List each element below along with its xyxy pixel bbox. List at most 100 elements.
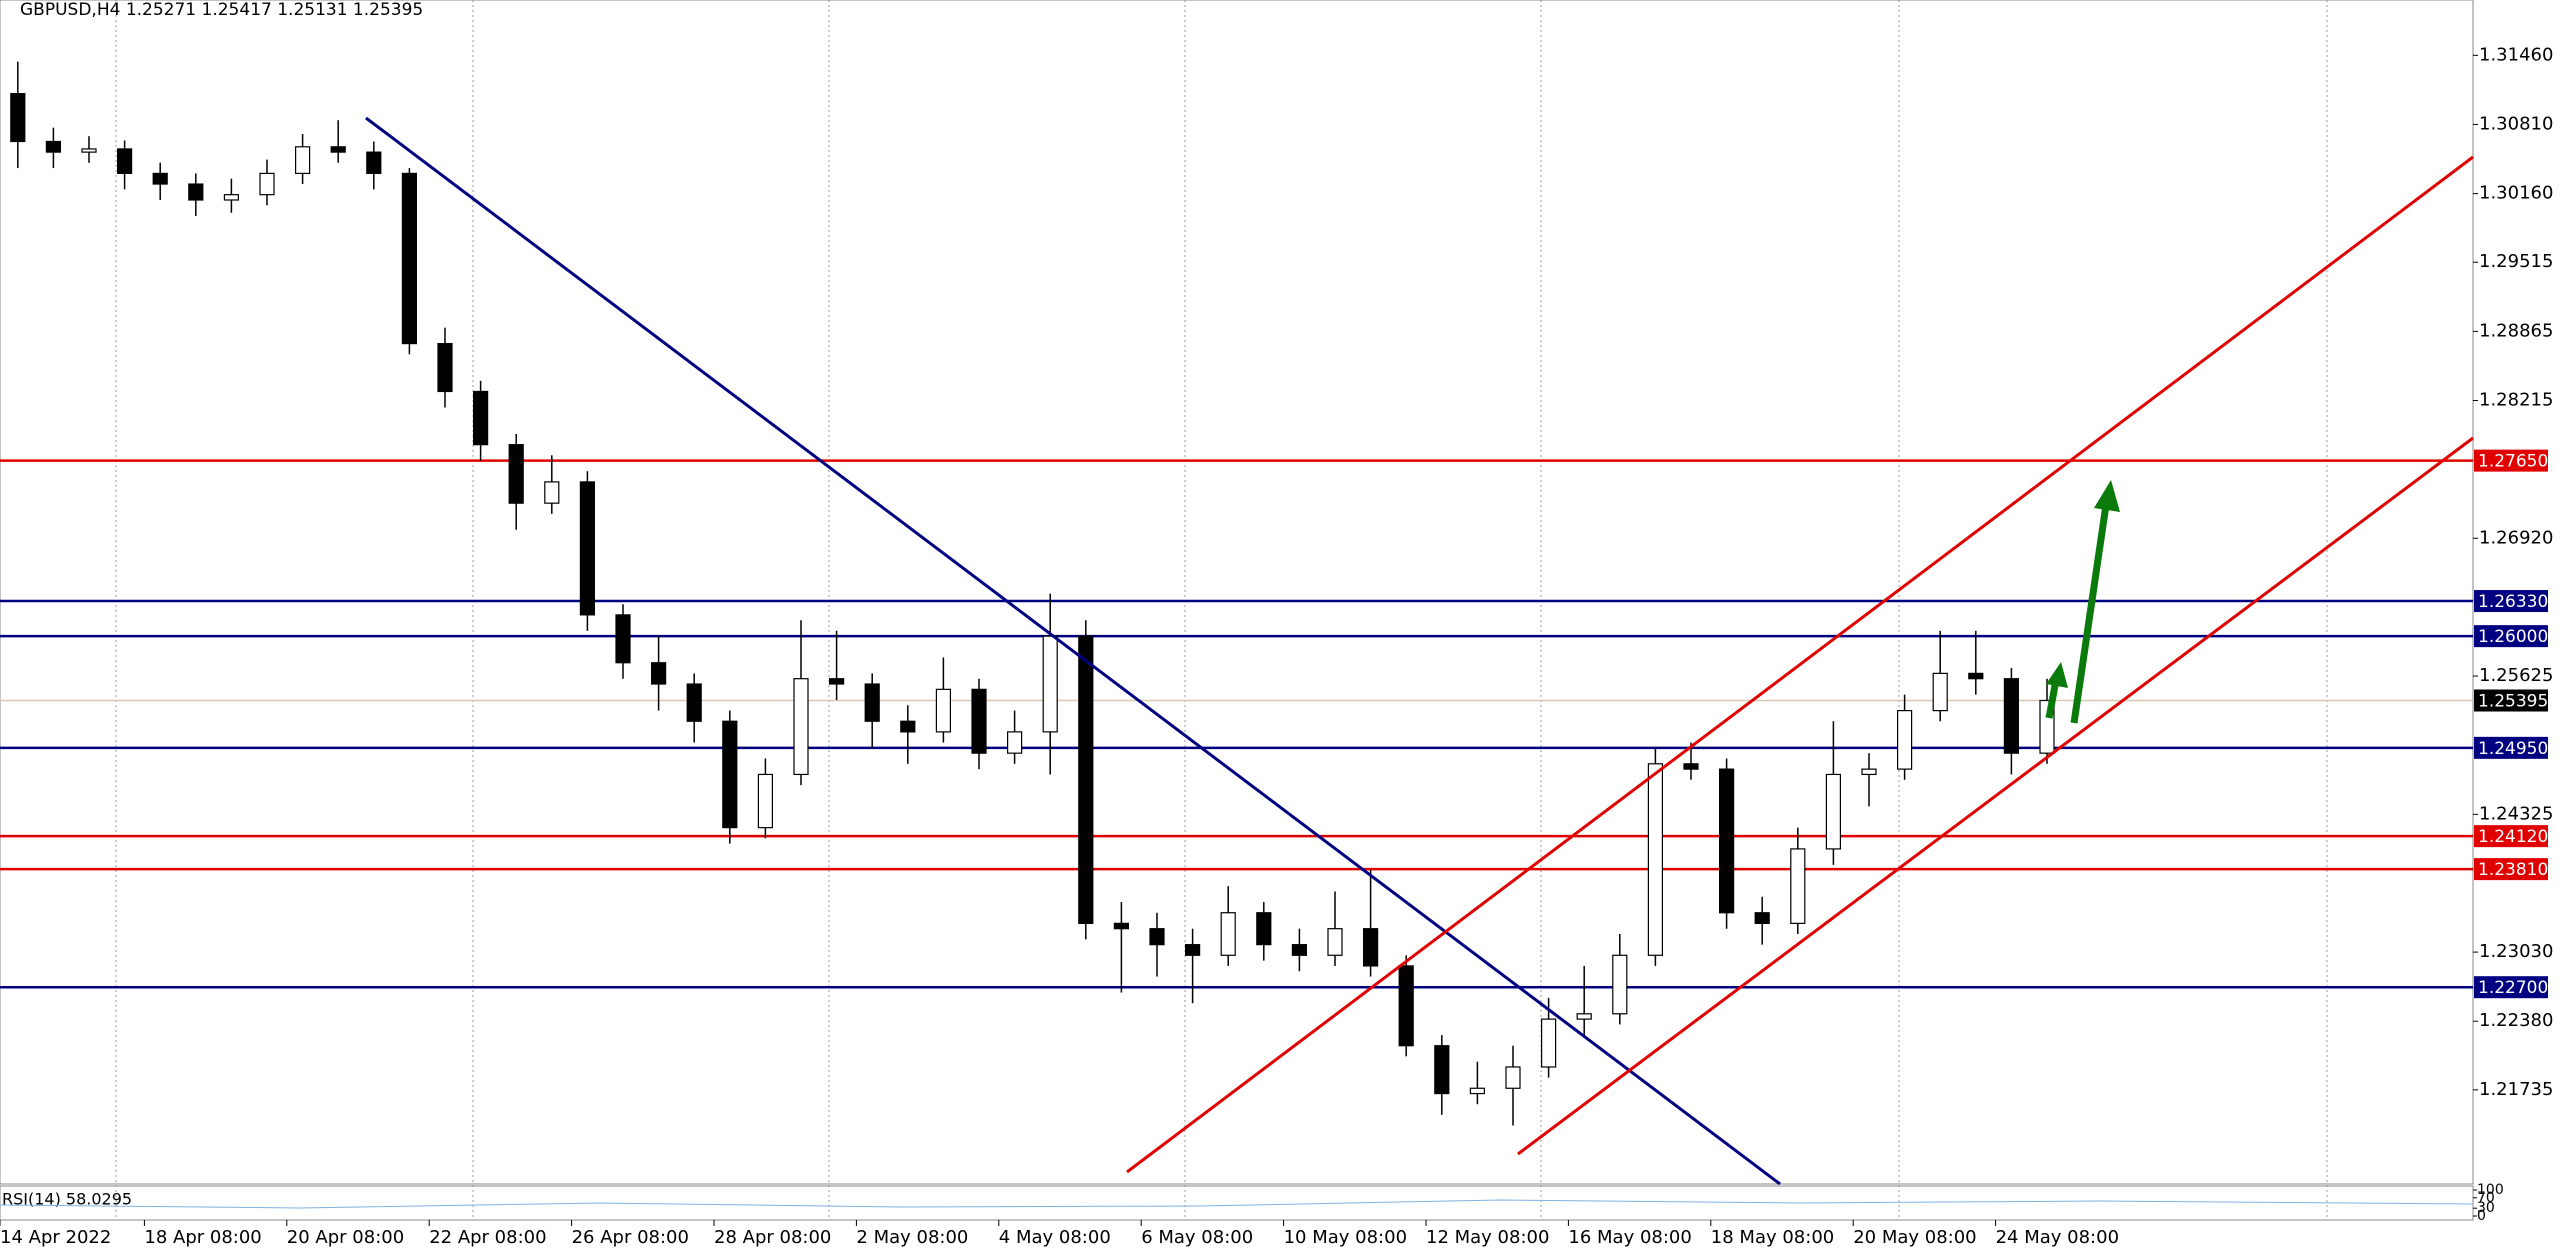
level-label: 1.25395: [2478, 692, 2548, 712]
candle-body: [259, 172, 275, 196]
x-tick-label: 22 Apr 08:00: [429, 1227, 546, 1248]
candle-body: [223, 194, 239, 201]
x-tick-label: 24 May 08:00: [1996, 1227, 2119, 1248]
y-tick-label: 1.28215: [2479, 390, 2553, 411]
candle-body: [152, 172, 168, 185]
trend-line: [365, 116, 1781, 1186]
candle-body: [1790, 848, 1806, 924]
candle-body: [1149, 928, 1165, 946]
candle-body: [1612, 954, 1628, 1015]
candle-body: [1042, 635, 1058, 733]
y-tick-label: 1.31460: [2479, 44, 2553, 65]
candle-body: [330, 146, 346, 153]
arrow-shaft: [2045, 679, 2060, 719]
y-tick-label: 1.24325: [2479, 803, 2553, 824]
candle-body: [1362, 928, 1379, 967]
x-tick-label: 10 May 08:00: [1284, 1227, 1407, 1248]
x-tick-label: 4 May 08:00: [999, 1227, 1111, 1248]
y-tick-label: 1.25625: [2479, 665, 2553, 686]
level-label: 1.26000: [2478, 627, 2548, 647]
rsi-tick-label: 100: [2477, 1182, 2504, 1198]
x-tick-label: 6 May 08:00: [1141, 1227, 1253, 1248]
candle-body: [188, 183, 204, 201]
candle-body: [1078, 635, 1094, 924]
level-label: 1.26330: [2478, 592, 2548, 612]
candle-body: [1861, 768, 1877, 776]
x-tick-label: 20 May 08:00: [1853, 1227, 1976, 1248]
level-label: 1.24120: [2478, 827, 2548, 847]
level-label: 1.24950: [2478, 739, 2548, 759]
level-label-box: [2474, 689, 2548, 712]
x-tick-label: 20 Apr 08:00: [287, 1227, 404, 1248]
arrow-head: [2094, 480, 2120, 512]
x-tick-label: 18 May 08:00: [1711, 1227, 1834, 1248]
candle-body: [864, 683, 880, 722]
x-tick-label: 16 May 08:00: [1568, 1227, 1691, 1248]
level-label-box: [2474, 449, 2548, 472]
rsi-frame: [0, 1185, 2474, 1221]
channel-line: [1517, 436, 2474, 1156]
candle-body: [1576, 1013, 1592, 1020]
level-label-box: [2474, 625, 2548, 648]
candle-body: [508, 444, 524, 504]
candle-body: [722, 720, 738, 829]
candle-body: [437, 343, 453, 393]
x-tick-label: 2 May 08:00: [856, 1227, 968, 1248]
candle-body: [1896, 710, 1913, 770]
candle-body: [1968, 672, 1984, 680]
plot-frame: [0, 0, 2474, 1185]
level-label-box: [2474, 736, 2548, 759]
candle-body: [793, 678, 809, 776]
arrow-shaft: [2070, 504, 2110, 724]
candle-body: [935, 688, 952, 733]
candle-body: [828, 678, 845, 685]
candle-body: [686, 683, 702, 722]
y-tick-label: 1.30160: [2479, 183, 2553, 204]
candle-body: [1256, 912, 1272, 946]
candle-body: [1718, 768, 1735, 914]
candle-body: [579, 481, 596, 616]
candle-body: [1113, 922, 1130, 930]
channel-line: [1126, 155, 2474, 1174]
candle-body: [971, 688, 987, 754]
y-tick-label: 1.26920: [2479, 527, 2553, 548]
x-tick-label: 14 Apr 2022: [0, 1227, 111, 1248]
candle-body: [1540, 1018, 1557, 1068]
candle-body: [2003, 678, 2020, 754]
rsi-label: RSI(14) 58.0295: [2, 1190, 132, 1209]
candle-body: [1469, 1087, 1486, 1095]
rsi-tick-label: 70: [2477, 1190, 2495, 1206]
level-label: 1.27650: [2478, 452, 2548, 472]
candle-body: [757, 773, 774, 829]
candle-body: [401, 172, 417, 345]
level-label-box: [2474, 976, 2548, 999]
candle-body: [1006, 731, 1023, 754]
level-label: 1.23810: [2478, 860, 2548, 880]
candle-body: [1683, 763, 1699, 770]
candle-body: [544, 481, 560, 504]
y-tick-label: 1.28865: [2479, 320, 2553, 341]
candle-body: [1754, 912, 1770, 924]
candle-body: [45, 140, 62, 153]
candle-body: [1647, 763, 1664, 956]
candle-body: [900, 720, 916, 733]
candle-body: [10, 93, 26, 143]
y-tick-label: 1.22380: [2479, 1010, 2553, 1031]
candle-body: [650, 662, 667, 685]
candle-body: [1398, 965, 1414, 1047]
y-tick-label: 1.21735: [2479, 1079, 2553, 1100]
y-tick-label: 1.23030: [2479, 941, 2553, 962]
week-separators: [115, 0, 2328, 1220]
x-tick-label: 26 Apr 08:00: [572, 1227, 689, 1248]
x-tick-label: 18 Apr 08:00: [144, 1227, 261, 1248]
y-tick-label: 1.30810: [2479, 113, 2553, 134]
x-tick-label: 28 Apr 08:00: [714, 1227, 831, 1248]
rsi-line: [0, 1199, 2474, 1209]
y-tick-label: 1.29515: [2479, 251, 2553, 272]
candle-body: [1825, 773, 1842, 850]
chart-title: GBPUSD,H4 1.25271 1.25417 1.25131 1.2539…: [20, 0, 423, 20]
rsi-tick-label: 0: [2477, 1208, 2486, 1224]
candle-body: [1505, 1066, 1521, 1089]
level-label-box: [2474, 825, 2548, 848]
